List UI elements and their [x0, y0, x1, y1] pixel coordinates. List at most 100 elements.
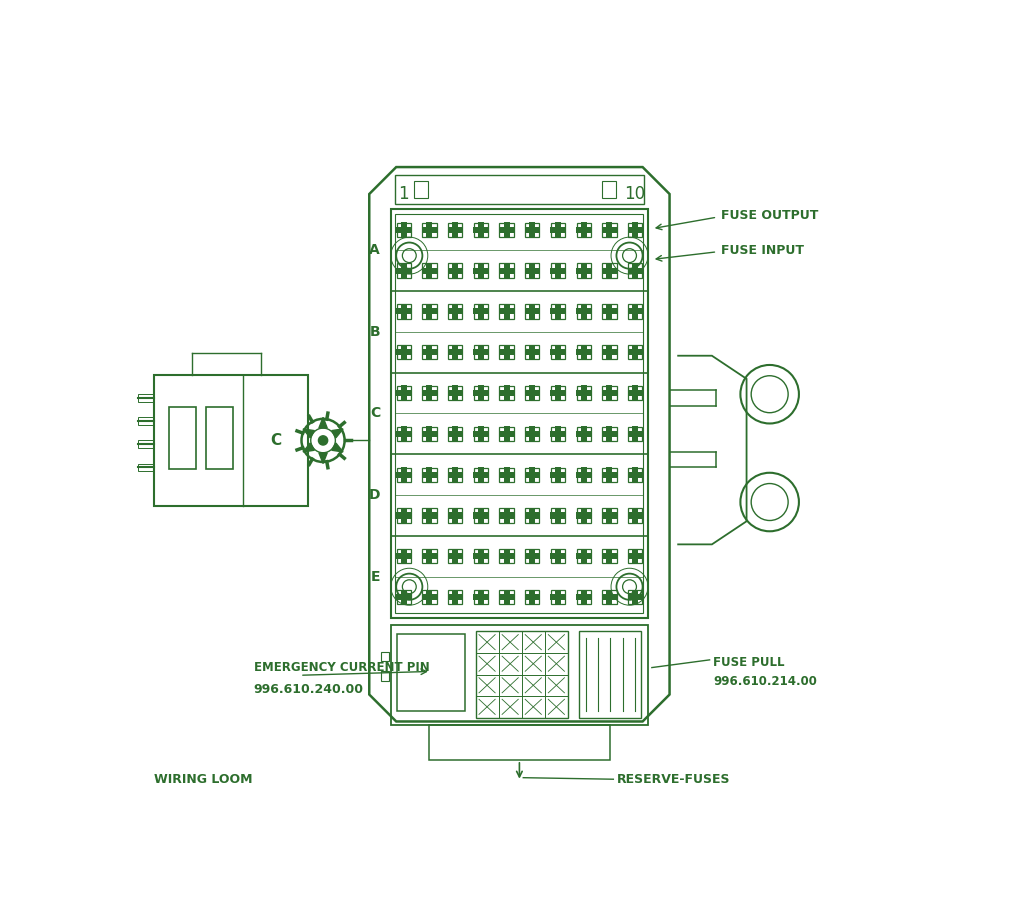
Bar [529, 548, 536, 564]
Bar [396, 390, 412, 396]
Bar [581, 263, 587, 278]
Bar [422, 390, 437, 396]
Bar [551, 390, 565, 396]
Bar [525, 508, 540, 523]
Bar [555, 426, 561, 442]
Bar [473, 553, 488, 559]
Bar [478, 589, 484, 605]
Bar [581, 426, 587, 442]
Bar [478, 508, 484, 523]
Text: A: A [370, 243, 380, 257]
Bar [577, 553, 591, 559]
Bar [551, 590, 565, 604]
Bar [478, 426, 484, 442]
Bar [478, 467, 484, 482]
Bar [396, 222, 411, 237]
Bar [499, 268, 514, 273]
Bar [529, 344, 536, 360]
Bar [551, 426, 565, 441]
Bar [396, 349, 412, 355]
Bar [452, 304, 458, 319]
Bar [396, 426, 411, 441]
Text: FUSE INPUT: FUSE INPUT [721, 244, 804, 257]
Bar [602, 345, 616, 360]
Text: WIRING LOOM: WIRING LOOM [154, 773, 252, 785]
Bar [478, 304, 484, 319]
Bar [422, 513, 437, 518]
Bar [473, 390, 488, 396]
Bar [581, 385, 587, 401]
Bar [400, 304, 407, 319]
Bar [138, 394, 154, 402]
Bar [551, 309, 565, 314]
Bar [555, 548, 561, 564]
Bar [396, 263, 411, 278]
Bar [400, 548, 407, 564]
Bar [632, 222, 638, 238]
Bar [447, 590, 462, 604]
Bar [499, 553, 514, 559]
Bar [606, 263, 612, 278]
Bar [500, 590, 514, 604]
Bar [396, 268, 412, 273]
Bar [447, 268, 463, 273]
Bar [581, 548, 587, 564]
Bar [447, 467, 462, 482]
Bar [504, 548, 510, 564]
Bar [396, 594, 412, 600]
Bar [422, 386, 436, 400]
Bar [447, 227, 463, 233]
Bar [628, 594, 643, 600]
Bar [606, 508, 612, 523]
Bar [478, 385, 484, 401]
Polygon shape [318, 453, 328, 464]
Bar [504, 385, 510, 401]
Bar [577, 349, 591, 355]
Bar [551, 472, 565, 477]
Bar [551, 349, 565, 355]
Bar [473, 594, 488, 600]
Bar [447, 426, 462, 441]
Bar [452, 589, 458, 605]
Bar [632, 467, 638, 482]
Bar [525, 345, 540, 360]
Bar [499, 390, 514, 396]
Bar [504, 222, 510, 238]
Bar [577, 467, 591, 482]
Bar [628, 426, 642, 441]
Bar [632, 344, 638, 360]
Bar [551, 508, 565, 523]
Bar [577, 472, 591, 477]
Bar [529, 222, 536, 238]
Bar [447, 309, 463, 314]
Bar [422, 345, 436, 360]
Bar [606, 304, 612, 319]
Bar [504, 426, 510, 442]
Bar [447, 222, 462, 237]
Bar [397, 634, 465, 711]
Bar [473, 309, 488, 314]
Text: FUSE OUTPUT: FUSE OUTPUT [721, 210, 818, 222]
Bar [504, 508, 510, 523]
Bar [632, 508, 638, 523]
Bar [452, 385, 458, 401]
Bar [381, 652, 388, 661]
Bar [628, 268, 643, 273]
Bar [577, 513, 591, 518]
Bar [529, 385, 536, 401]
Bar [602, 431, 617, 437]
Bar [400, 467, 407, 482]
Bar [422, 263, 436, 278]
Bar [396, 590, 411, 604]
Bar [580, 631, 641, 718]
Text: B: B [370, 325, 380, 339]
Bar [525, 467, 540, 482]
Polygon shape [303, 429, 314, 438]
Bar [396, 345, 411, 360]
Bar [447, 553, 463, 559]
Bar [606, 548, 612, 564]
Bar [447, 263, 462, 278]
Bar [447, 390, 463, 396]
Bar [206, 407, 233, 469]
Bar [606, 344, 612, 360]
